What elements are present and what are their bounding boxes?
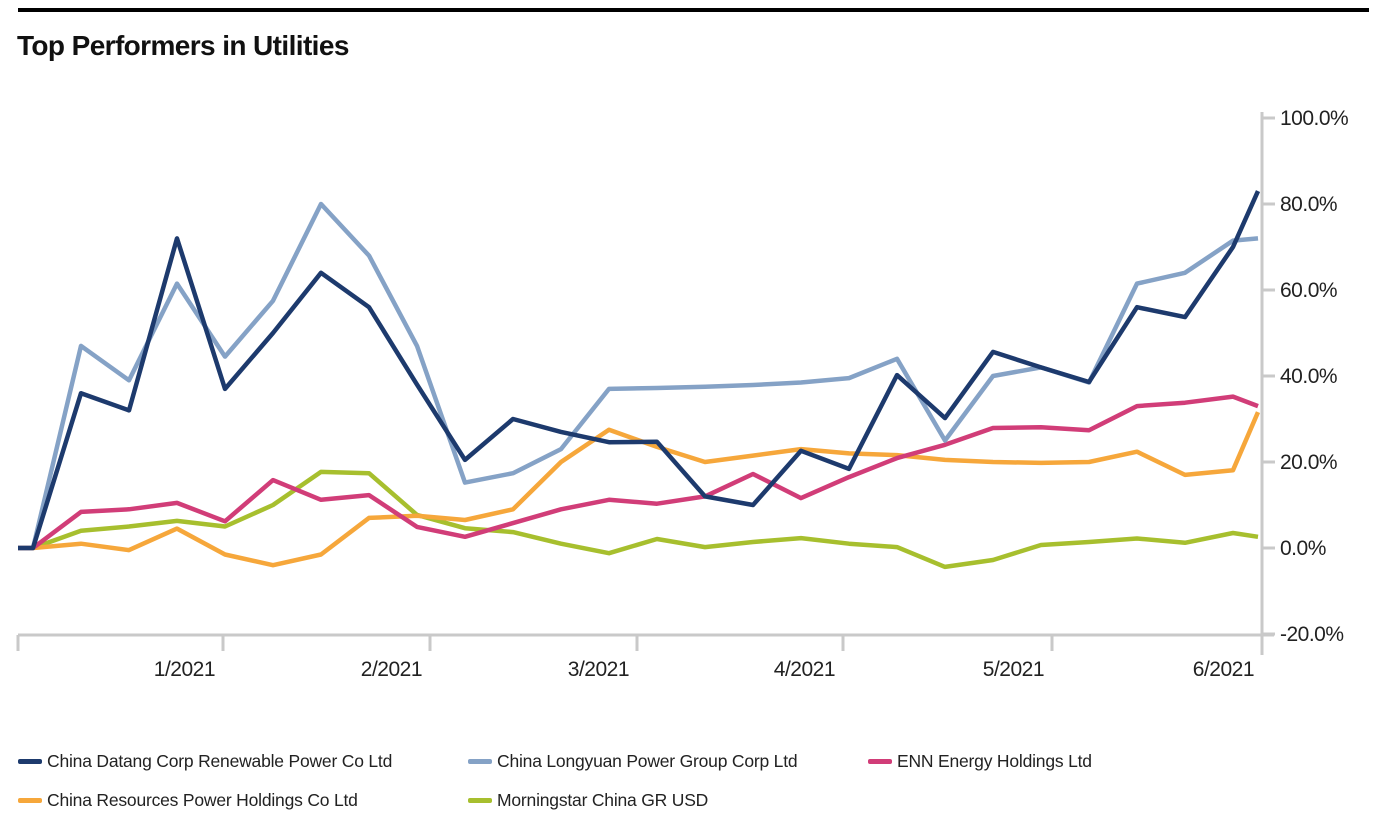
chart-title: Top Performers in Utilities (17, 30, 349, 61)
x-axis-label-6-2021: 6/2021 (1193, 658, 1254, 681)
y-axis-label--20: -20.0% (1280, 623, 1344, 646)
legend-label: ENN Energy Holdings Ltd (897, 750, 1092, 771)
line-chart: 1/2021 2/2021 3/2021 4/2021 5/2021 6/2021 100.… (16, 107, 1349, 681)
legend-swatch-icon (468, 758, 492, 764)
legend-label: China Resources Power Holdings Co Ltd (47, 789, 358, 810)
x-axis-label-1-2021: 1/2021 (154, 658, 215, 681)
y-axis-label-100: 100.0% (1280, 107, 1348, 130)
legend-label: China Longyuan Power Group Corp Ltd (497, 750, 798, 771)
legend-swatch-icon (468, 797, 492, 803)
series-line-enn-energy-holdings-ltd (18, 394, 1259, 551)
series-line-morningstar-china-gr-usd (18, 469, 1259, 570)
legend-label: Morningstar China GR USD (497, 789, 709, 810)
x-axis-label-4-2021: 4/2021 (774, 658, 835, 681)
x-axis-label-3-2021: 3/2021 (568, 658, 629, 681)
legend-item-enn-energy-holdings-ltd: ENN Energy Holdings Ltd (868, 750, 1092, 772)
y-axis-label-60: 60.0% (1280, 279, 1337, 302)
x-axis-label-2-2021: 2/2021 (361, 658, 422, 681)
y-axis-label-20: 20.0% (1280, 451, 1337, 474)
y-axis-label-40: 40.0% (1280, 365, 1337, 388)
x-axis-label-5-2021: 5/2021 (983, 658, 1044, 681)
legend-swatch-icon (18, 797, 42, 803)
legend-item-china-longyuan-power-group-corp-ltd: China Longyuan Power Group Corp Ltd (468, 750, 798, 772)
legend-item-china-datang-corp-renewable-power-co-ltd: China Datang Corp Renewable Power Co Ltd (18, 750, 392, 772)
legend-swatch-icon (18, 758, 42, 764)
legend-item-morningstar-china-gr-usd: Morningstar China GR USD (468, 789, 708, 811)
legend-item-china-resources-power-holdings-co-ltd: China Resources Power Holdings Co Ltd (18, 789, 358, 811)
top-rule-divider (18, 8, 1369, 12)
series-line-china-datang-corp-renewable-power-co-ltd (18, 190, 1261, 551)
series-line-china-resources-power-holdings-co-ltd (18, 411, 1261, 568)
legend-label: China Datang Corp Renewable Power Co Ltd (47, 750, 393, 771)
y-axis-label-80: 80.0% (1280, 193, 1337, 216)
legend-swatch-icon (868, 758, 892, 764)
y-axis-label-0: 0.0% (1280, 537, 1326, 560)
